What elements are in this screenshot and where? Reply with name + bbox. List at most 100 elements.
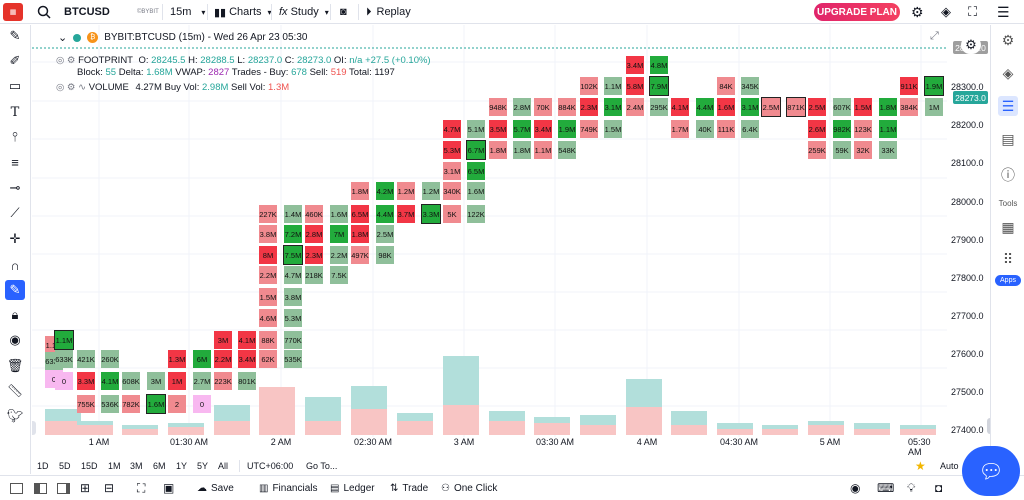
footprint-legend: ◎ ⚙ FOOTPRINT O: 28245.5 H: 28288.5 L: 2… (56, 55, 431, 66)
study-button[interactable]: fx Study ▾ (279, 6, 329, 18)
brush-icon[interactable]: ✐ (9, 53, 21, 68)
range-1d[interactable]: 1D (37, 461, 49, 471)
apps-grid-icon[interactable]: ⠿ (1002, 250, 1014, 267)
layout-more-icon[interactable]: ⊟ (104, 481, 115, 495)
info-icon[interactable]: ⓘ (1001, 167, 1015, 183)
auto-scale-button[interactable]: Auto (940, 461, 959, 471)
range-1m[interactable]: 1M (108, 461, 121, 471)
calendar-icon[interactable]: ▤ (1001, 130, 1015, 147)
range-5y[interactable]: 5Y (197, 461, 209, 471)
calendar-tool-icon[interactable]: ▦ (1001, 218, 1015, 235)
footprint-cell: 1.6M (717, 98, 735, 116)
symbol-dot-icon (73, 33, 82, 42)
footer-toolbar: ⊞ ⊟ ⛶ ▣ ☁ Save ▥ Financials ▤ Ledger ⇅ Trade… (0, 475, 1024, 499)
fullscreen-icon[interactable]: ⛶ (137, 480, 146, 495)
footprint-cell: 3M (214, 331, 232, 349)
layout-icon[interactable]: ▣ (163, 481, 175, 495)
footprint-cell: 1.5M (604, 120, 622, 138)
video-icon[interactable]: ◘ (935, 481, 943, 495)
chart-pane[interactable]: 1.1M 633K 0 1.1M 633K 0 421K 3.3M 755K 260K 4.1M 53… (32, 25, 990, 474)
star-icon[interactable]: ★ (915, 459, 926, 473)
axis-settings-gear-icon[interactable]: ⚙ (961, 36, 981, 54)
footprint-cell: 0 (193, 395, 211, 413)
left-scroll-handle[interactable] (32, 421, 36, 435)
range-6m[interactable]: 6M (153, 461, 166, 471)
rectangle-icon[interactable]: ▭ (8, 78, 22, 93)
camera-icon[interactable]: ◙ (340, 6, 347, 18)
trash-icon[interactable]: 🗑︎ (6, 358, 24, 373)
timezone-button[interactable]: UTC+06:00 (247, 461, 294, 471)
fib-retracement-icon[interactable]: ≡ (11, 154, 19, 170)
footprint-cell: 98K (376, 246, 394, 264)
crosshair-icon[interactable]: ✛ (9, 231, 21, 246)
footprint-cell: 911K (900, 77, 918, 95)
footprint-cell: 1.2M (397, 182, 415, 200)
trend-line-icon[interactable]: ⟋ (10, 205, 20, 220)
financials-button[interactable]: ▥ Financials (259, 482, 318, 494)
expand-icon[interactable]: ⤢ (930, 30, 939, 42)
ruler-icon[interactable]: 📏︎ (6, 383, 24, 398)
footprint-cell: 535K (284, 350, 302, 368)
eye-visibility-icon[interactable]: ◎ ⚙ ∿ (56, 82, 87, 93)
price-axis[interactable]: 28300.0 28200.0 28100.0 28000.0 27900.0 … (947, 25, 990, 437)
layout-single-icon[interactable] (10, 476, 23, 500)
footprint-cell: 2.5M (761, 97, 781, 117)
footprint-cell: 3.3M (77, 372, 95, 390)
eye-visibility-icon[interactable]: ◎ ⚙ (56, 55, 76, 66)
footprint-cell: 607K (833, 98, 851, 116)
draw-mode-icon[interactable]: ✎ (5, 280, 25, 300)
price-tick: 27700.0 (951, 311, 984, 321)
keyboard-icon[interactable]: ⌨ (877, 481, 895, 495)
save-button[interactable]: ☁ Save (197, 482, 234, 494)
range-1y[interactable]: 1Y (176, 461, 188, 471)
one-click-button[interactable]: ⚇ One Click (441, 482, 498, 494)
footprint-cell: 1M (925, 98, 943, 116)
layout-grid-icon[interactable]: ⊞ (80, 481, 91, 495)
collapse-chevron-icon[interactable]: ⌄ (58, 32, 68, 44)
goto-button[interactable]: Go To... (306, 461, 338, 471)
range-3m[interactable]: 3M (130, 461, 143, 471)
menu-icon[interactable]: ☰ (997, 3, 1010, 20)
top-toolbar: ▦ BTCUSD ©BYBIT 15m ▾ ▮▮ Charts ▾ fx Study ▾ … (0, 0, 1024, 24)
horizontal-line-icon[interactable]: ⊸ (9, 180, 21, 195)
chat-bubble-button[interactable]: 💬︎ (962, 446, 1020, 496)
layout-two-icon[interactable] (34, 476, 47, 500)
text-tool-icon[interactable]: T (10, 104, 20, 120)
pencil-icon[interactable]: ✎ (9, 28, 21, 43)
settings-gear-icon[interactable]: ⚙ (911, 3, 924, 20)
twitter-icon[interactable]: 🐦︎ (6, 408, 24, 423)
layers-icon[interactable]: ◈ (941, 4, 951, 19)
symbol-search[interactable]: BTCUSD (64, 6, 110, 18)
chart-canvas (32, 25, 947, 437)
layout-split-icon[interactable] (57, 476, 70, 500)
price-tick: 27500.0 (951, 387, 984, 397)
volume-bar-sell (397, 421, 433, 435)
apps-badge[interactable]: Apps (995, 275, 1021, 286)
upgrade-plan-button[interactable]: UPGRADE PLAN (814, 3, 900, 21)
ledger-button[interactable]: ▤ Ledger (330, 482, 375, 494)
price-tick: 27600.0 (951, 349, 984, 359)
footprint-cell: 633K (55, 350, 73, 368)
fullscreen-icon[interactable]: ⛶ (968, 4, 978, 19)
search-icon[interactable] (37, 0, 51, 24)
layers-icon[interactable]: ◈ (1002, 64, 1014, 81)
lightbulb-icon[interactable]: 💡︎ (907, 480, 916, 495)
pitchfork-icon[interactable]: ⫯ (12, 129, 18, 144)
watchlist-icon[interactable]: ☰ (998, 96, 1018, 116)
range-5d[interactable]: 5D (59, 461, 71, 471)
charts-button[interactable]: ▮▮ Charts ▾ (214, 6, 272, 19)
replay-button[interactable]: ⏵ Replay (366, 5, 411, 19)
footprint-cell: 1.1M (534, 141, 552, 159)
settings-gear-icon[interactable]: ⚙ (1001, 31, 1015, 48)
footprint-cell: 3.7M (397, 205, 415, 223)
magnet-icon[interactable]: ∩ (10, 257, 20, 273)
range-15d[interactable]: 15D (81, 461, 98, 471)
discord-icon[interactable]: ◉ (850, 481, 861, 495)
range-all[interactable]: All (218, 461, 229, 471)
eye-icon[interactable]: ◉ (9, 332, 21, 347)
app-logo[interactable]: ▦ (3, 3, 23, 21)
lock-icon[interactable]: 🔒︎ (11, 307, 19, 322)
interval-select[interactable]: 15m ▾ (170, 6, 206, 18)
volume-bar-sell (168, 427, 204, 435)
trade-button[interactable]: ⇅ Trade (390, 482, 429, 494)
